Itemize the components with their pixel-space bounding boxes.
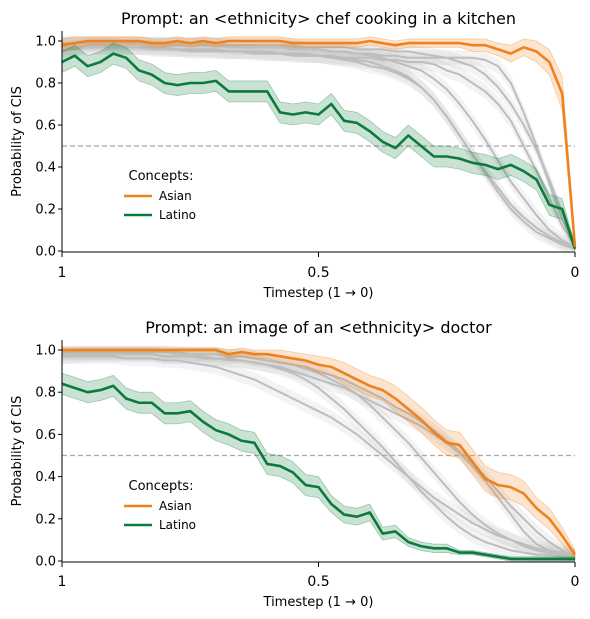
y-tick-label: 0.6 <box>35 119 56 134</box>
other-series-line <box>62 353 576 558</box>
other-series-band <box>62 346 575 561</box>
other-series-group <box>62 345 576 561</box>
other-series-band <box>62 348 575 561</box>
y-axis-label: Probability of CIS <box>10 86 25 197</box>
legend: Concepts: Asian Latino <box>124 169 196 222</box>
other-series-line <box>62 46 576 248</box>
series-band-latino <box>61 42 576 252</box>
x-tick-label: 1 <box>58 574 67 590</box>
series-band-asian <box>61 36 576 252</box>
y-tick-label: 0.6 <box>35 428 56 443</box>
y-tick-label: 0.0 <box>35 245 56 260</box>
series-line-latino <box>61 52 577 250</box>
chart-title: Prompt: an <ethnicity> chef cooking in a… <box>121 9 516 28</box>
y-tick-label: 1.0 <box>35 35 56 50</box>
x-tick-label: 0.5 <box>307 574 329 590</box>
chart-title: Prompt: an image of an <ethnicity> docto… <box>145 318 492 337</box>
legend-label-latino: Latino <box>159 208 196 222</box>
x-tick-label: 0.5 <box>307 265 329 281</box>
x-tick-label: 1 <box>58 265 67 281</box>
legend-label-latino: Latino <box>159 518 196 532</box>
x-tick-label: 0 <box>571 265 580 281</box>
series-line-asian <box>62 348 577 556</box>
legend-title: Concepts: <box>129 169 194 184</box>
y-tick-label: 1.0 <box>35 344 56 359</box>
y-tick-label: 0.4 <box>35 161 56 176</box>
legend-title: Concepts: <box>129 479 194 494</box>
y-axis-label: Probability of CIS <box>10 396 25 507</box>
other-series-line <box>62 42 576 246</box>
legend: Concepts: Asian Latino <box>124 479 196 532</box>
y-tick-label: 0.2 <box>35 512 56 527</box>
x-axis-label: Timestep (1 → 0) <box>263 286 374 301</box>
legend-label-asian: Asian <box>159 189 192 203</box>
y-tick-label: 0.4 <box>35 470 56 485</box>
other-series-line <box>62 355 576 556</box>
y-tick-label: 0.0 <box>35 555 56 570</box>
other-series-band <box>62 345 575 561</box>
series-band-latino <box>61 372 576 562</box>
legend-label-asian: Asian <box>159 499 192 513</box>
x-axis-label: Timestep (1 → 0) <box>263 595 374 610</box>
chart-panel-chef: Prompt: an <ethnicity> chef cooking in a… <box>10 9 579 301</box>
chart-panel-doctor: Prompt: an image of an <ethnicity> docto… <box>10 318 579 610</box>
x-tick-label: 0 <box>571 574 580 590</box>
series-line-asian <box>61 39 577 247</box>
series-line-latino <box>61 382 575 561</box>
y-tick-label: 0.8 <box>35 77 56 92</box>
y-tick-label: 0.2 <box>35 203 56 218</box>
y-tick-label: 0.8 <box>35 386 56 401</box>
